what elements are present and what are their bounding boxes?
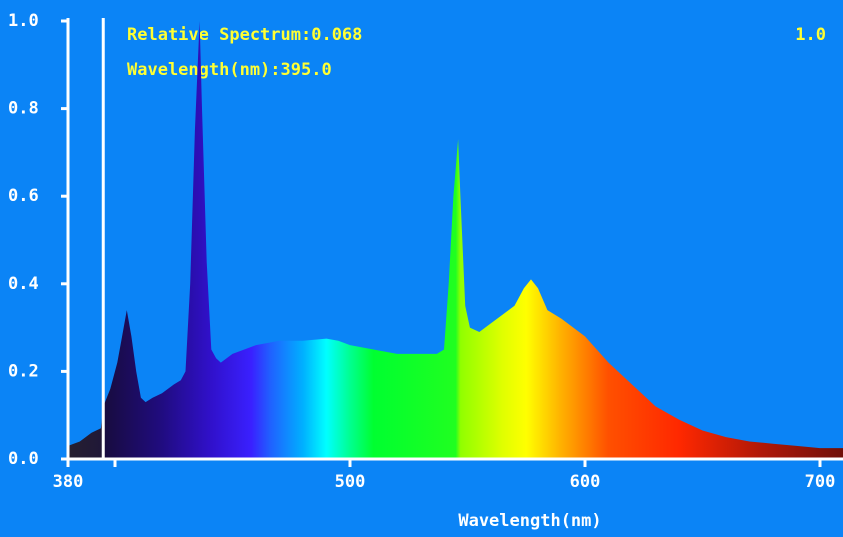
x-tick-label: 380 [53, 472, 84, 492]
y-tick-label: 0.6 [8, 186, 39, 206]
annotation: 1.0 [795, 25, 826, 45]
annotation: Wavelength(nm):395.0 [127, 60, 332, 80]
x-tick-label: 700 [805, 472, 836, 492]
y-tick-label: 0.0 [8, 449, 39, 469]
x-axis-label: Wavelength(nm) [458, 511, 601, 531]
annotation: Relative Spectrum:0.068 [127, 25, 362, 45]
x-tick-label: 600 [570, 472, 601, 492]
y-tick-label: 1.0 [8, 11, 39, 31]
y-tick-label: 0.2 [8, 361, 39, 381]
spectrum-area [68, 21, 843, 459]
y-tick-label: 0.8 [8, 99, 39, 119]
y-tick-label: 0.4 [8, 274, 39, 294]
x-tick-label: 500 [335, 472, 366, 492]
